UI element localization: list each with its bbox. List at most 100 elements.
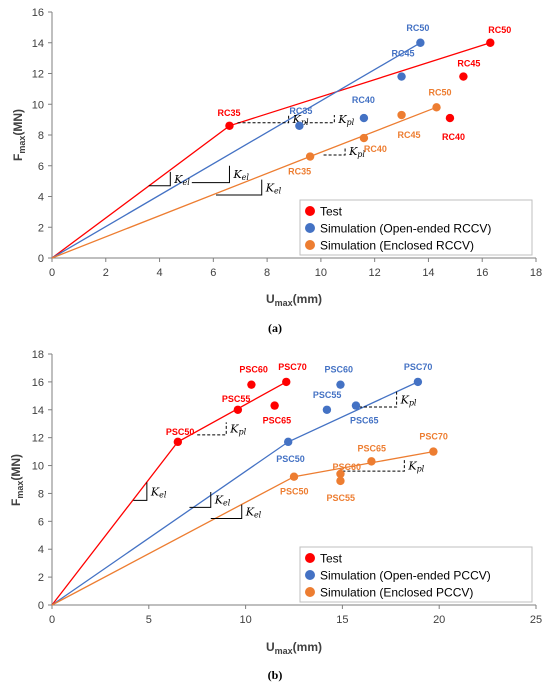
y-tick-label: 4: [38, 544, 44, 556]
legend-box: [299, 546, 533, 603]
data-point: [367, 457, 376, 466]
y-tick-label: 8: [38, 130, 44, 142]
data-label: RC50: [429, 87, 452, 97]
y-axis-title-unit: (MN): [11, 109, 25, 136]
kpl-triangle: [237, 115, 290, 124]
panel-label: (b): [268, 668, 283, 682]
kpl-triangle: [304, 115, 335, 124]
y-tick-label: 10: [32, 99, 44, 111]
legend-marker: [305, 553, 315, 563]
data-point: [459, 72, 468, 81]
kpl-label: Kpl: [337, 113, 354, 127]
x-tick-label: 12: [369, 267, 381, 279]
x-axis-title-sub: max: [275, 646, 293, 656]
kpl-label: Kpl: [407, 460, 424, 474]
data-point: [416, 38, 425, 47]
data-point: [282, 377, 291, 387]
x-axis-title-main: U: [266, 640, 275, 654]
kel-label: Kel: [214, 494, 231, 508]
x-axis-title-main: U: [266, 292, 275, 306]
y-tick-label: 2: [38, 572, 44, 584]
kel-label: Kel: [173, 173, 190, 187]
x-tick-label: 6: [210, 267, 216, 279]
data-label: RC50: [406, 23, 429, 33]
data-point: [413, 377, 423, 387]
kpl-triangle: [323, 147, 346, 156]
series-line: [51, 381, 287, 606]
data-label: RC45: [392, 49, 415, 59]
data-point: [397, 72, 406, 81]
y-tick-label: 0: [38, 600, 44, 612]
data-label: PSC70: [419, 432, 448, 442]
y-tick-label: 12: [32, 433, 44, 445]
data-point: [173, 437, 183, 447]
data-point: [336, 476, 345, 486]
data-point: [305, 152, 315, 161]
x-tick-label: 10: [315, 267, 327, 279]
kel-triangle: [148, 171, 171, 187]
x-tick-label: 5: [146, 614, 152, 626]
x-axis-title-unit: (mm): [293, 292, 322, 306]
legend-entry: Test: [320, 205, 343, 219]
data-label: RC35: [289, 106, 312, 116]
y-tick-label: 8: [38, 488, 44, 500]
data-point: [225, 121, 234, 130]
series-line: [51, 42, 421, 259]
y-tick-label: 16: [32, 7, 44, 19]
y-tick-label: 14: [32, 405, 44, 417]
x-axis-title-sub: max: [275, 298, 293, 308]
y-tick-label: 6: [38, 161, 44, 173]
data-label: RC40: [352, 95, 375, 105]
y-axis-title-main: F: [11, 154, 25, 161]
legend-entry: Simulation (Enclosed RCCV): [320, 239, 474, 253]
kpl-label-sub: pl: [357, 150, 365, 159]
legend-entry: Simulation (Enclosed PCCV): [320, 586, 473, 600]
x-axis-title-unit: (mm): [293, 640, 322, 654]
kpl-triangle: [354, 391, 398, 408]
data-label: PSC50: [280, 487, 309, 497]
y-tick-label: 0: [38, 253, 44, 265]
kpl-label-sub: pl: [417, 465, 425, 474]
kpl-label-sub: pl: [347, 118, 355, 127]
kpl-triangle: [197, 422, 227, 436]
data-label: PSC55: [222, 394, 251, 404]
data-label: PSC50: [276, 454, 305, 464]
data-label: RC35: [288, 167, 311, 177]
data-label: PSC65: [263, 416, 292, 426]
legend-entry: Simulation (Open-ended PCCV): [320, 569, 491, 583]
y-tick-label: 16: [32, 377, 44, 389]
y-tick-label: 4: [38, 192, 44, 204]
data-point: [351, 401, 361, 410]
data-point: [432, 103, 441, 112]
x-tick-label: 16: [476, 267, 488, 279]
kel-label-sub: el: [159, 490, 167, 499]
x-tick-label: 0: [49, 614, 55, 626]
x-tick-label: 0: [49, 267, 55, 279]
panel-b: 0 5 10 15 20 25024681012141618Umax(mm)Fmax(MN…: [9, 349, 542, 682]
kpl-label-sub: pl: [238, 428, 246, 437]
kel-label-sub: el: [223, 499, 231, 508]
legend-entry: Test: [320, 552, 343, 566]
data-label: RC50: [488, 25, 511, 35]
kel-label: Kel: [232, 168, 249, 182]
data-label: PSC70: [278, 362, 307, 372]
data-label: PSC65: [350, 416, 379, 426]
legend-box: [299, 199, 533, 256]
kpl-label: Kpl: [400, 393, 417, 407]
kpl-label: Kpl: [229, 423, 246, 437]
data-point: [359, 133, 369, 143]
x-tick-label: 2: [103, 267, 109, 279]
kpl-triangle: [342, 459, 405, 472]
kpl-label: Kpl: [348, 145, 365, 159]
legend-marker: [305, 223, 315, 233]
y-axis-title: Fmax(MN): [9, 454, 25, 506]
x-tick-label: 4: [156, 267, 162, 279]
y-tick-label: 12: [32, 69, 44, 81]
data-point: [295, 121, 304, 130]
data-label: PSC60: [324, 365, 353, 375]
x-tick-label: 14: [422, 267, 434, 279]
y-tick-label: 18: [32, 349, 44, 361]
data-label: RC40: [364, 144, 387, 154]
data-label: RC45: [457, 59, 480, 69]
